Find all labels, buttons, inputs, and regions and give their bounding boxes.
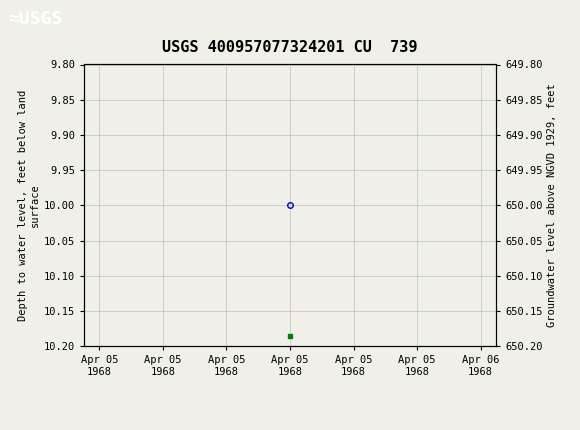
Y-axis label: Groundwater level above NGVD 1929, feet: Groundwater level above NGVD 1929, feet: [546, 83, 557, 327]
Text: USGS 400957077324201 CU  739: USGS 400957077324201 CU 739: [162, 40, 418, 55]
Text: ≈USGS: ≈USGS: [9, 10, 63, 28]
Y-axis label: Depth to water level, feet below land
surface: Depth to water level, feet below land su…: [18, 90, 39, 321]
